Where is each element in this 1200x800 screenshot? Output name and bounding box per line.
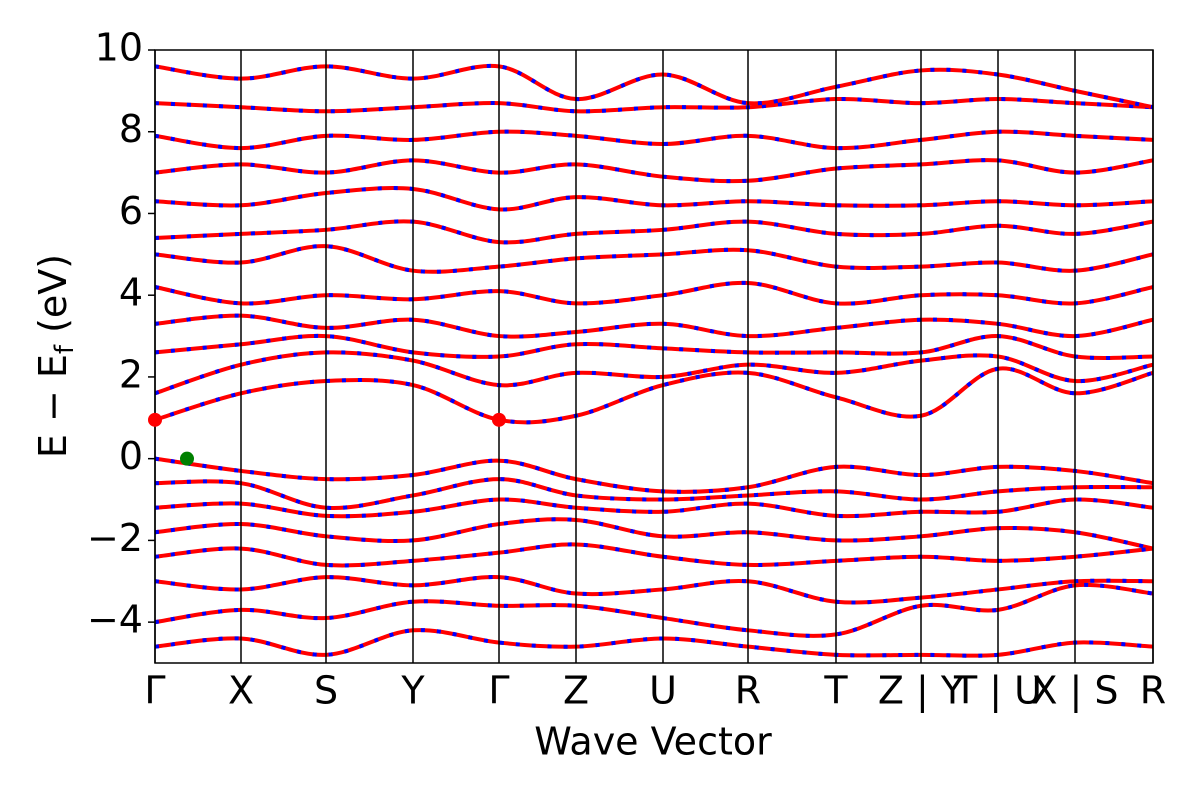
x-axis-label: Wave Vector [534,720,772,764]
band-edge-marker [492,412,506,427]
band-line [155,244,1153,274]
x-tick-label: R [1140,669,1166,713]
band-line [155,575,1153,605]
band-line [155,456,1153,494]
x-tick-label: Γ [488,669,509,713]
x-tick-label: R [735,669,761,713]
band-line-dashed [155,456,1153,494]
band-line-dashed [155,477,1153,510]
band-line [155,280,1153,306]
y-label-unit: (eV) [31,254,75,333]
y-tick-label: 0 [119,434,143,478]
band-line [155,129,1153,151]
band-line-dashed [155,280,1153,306]
x-tick-label: U [649,669,677,713]
x-tick-label: Γ [144,669,165,713]
band-line [155,477,1153,510]
y-label-sub: f [50,344,80,354]
y-tick-label: 8 [119,107,143,151]
x-tick-label: X | S [1031,669,1118,714]
band-edge-marker [148,412,162,427]
band-line [155,219,1153,245]
y-tick-label: 6 [119,189,143,233]
y-label-main: E − E [31,354,75,458]
x-tick-label: X [228,669,254,713]
band-line [155,542,1153,568]
x-tick-label: S [314,669,338,713]
band-line [155,186,1153,212]
y-axis-label: E − Ef (eV) [31,254,80,458]
plot-area [155,63,1153,658]
band-line [155,628,1153,658]
x-tick-label: T | U [953,669,1042,714]
band-line [155,158,1153,184]
band-edge-marker [180,451,194,466]
y-tick-label: 10 [95,26,143,70]
y-tick-label: 2 [119,352,143,396]
x-tick-label: Z | Y [878,669,965,714]
x-tick-label: T [823,669,848,713]
band-line [155,517,1153,551]
x-tick-label: Y [400,669,425,713]
y-tick-label: −4 [87,598,143,642]
band-line [155,582,1153,638]
x-tick-label: Z [563,669,589,713]
y-tick-label: −2 [87,516,143,560]
band-line [155,313,1153,339]
y-tick-label: 4 [119,271,143,315]
